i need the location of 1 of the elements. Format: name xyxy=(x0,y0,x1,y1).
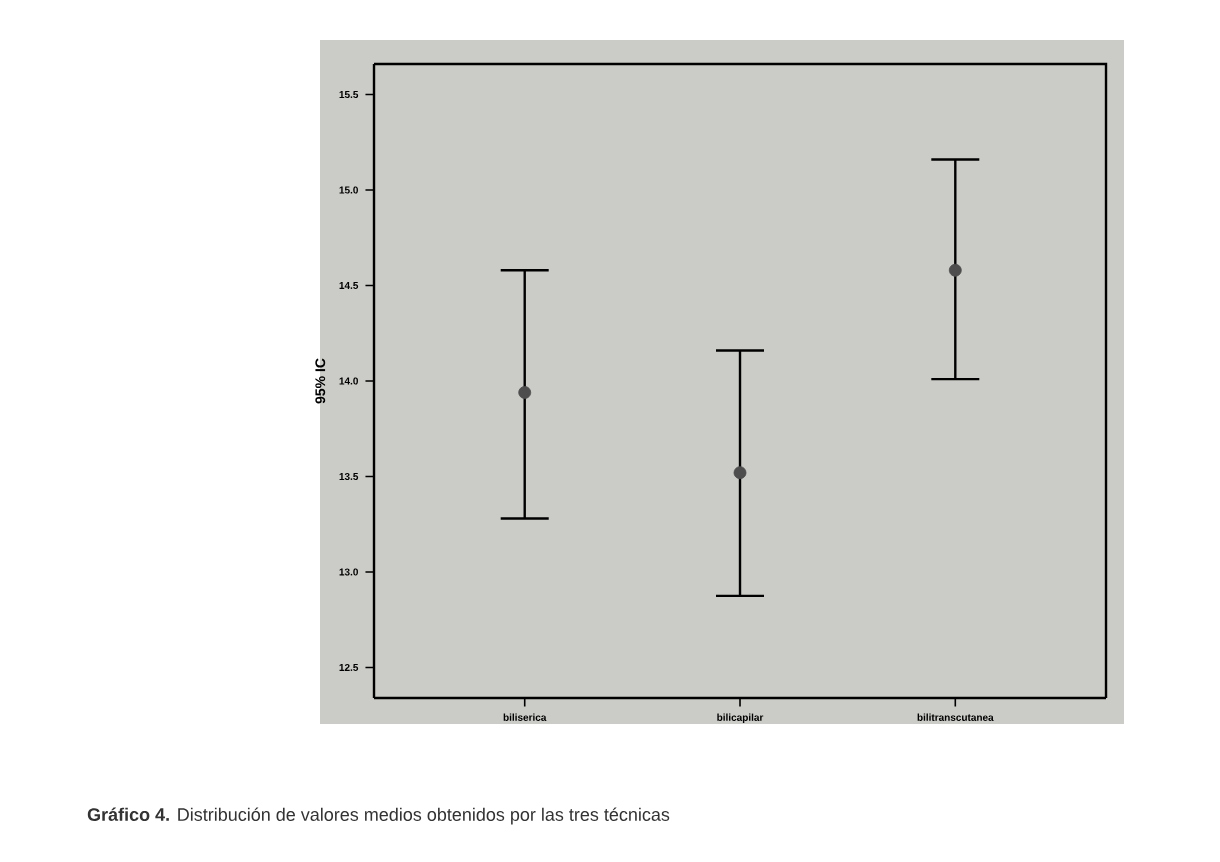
text: Gráfico 4. Distribución de valores medios obtenidos por las tres técnicas xyxy=(87,807,670,825)
